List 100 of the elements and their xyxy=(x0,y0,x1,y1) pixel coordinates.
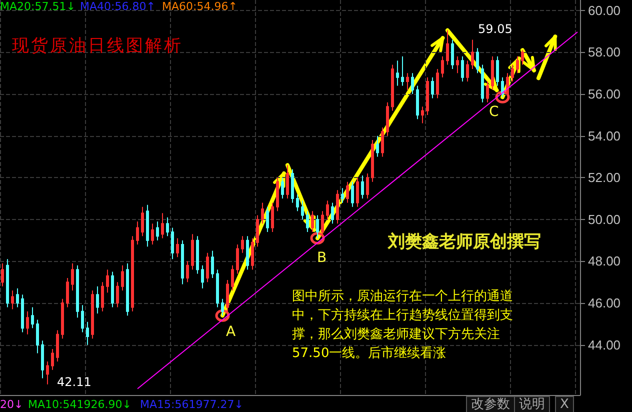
candlestick xyxy=(326,200,329,220)
y-tick-label: 44.00 xyxy=(588,337,621,352)
candlestick xyxy=(291,168,294,204)
candlestick xyxy=(281,177,284,200)
candlestick xyxy=(406,72,409,90)
candlestick xyxy=(396,60,399,86)
candlestick xyxy=(211,250,214,278)
candlestick xyxy=(516,56,519,74)
annotation: MA60:54.96↑ xyxy=(162,0,238,14)
candlestick xyxy=(206,252,209,283)
candlestick xyxy=(356,177,359,208)
candlestick xyxy=(296,194,299,212)
candlestick xyxy=(416,85,419,120)
y-tick-label: 58.00 xyxy=(588,44,621,60)
candlestick xyxy=(121,264,124,292)
candlestick xyxy=(191,234,194,270)
candlestick xyxy=(401,56,404,86)
candlestick xyxy=(301,200,304,220)
candlestick xyxy=(231,264,234,292)
text: MA15:561977.27↓ xyxy=(140,398,244,412)
candlestick xyxy=(106,269,109,294)
candlestick xyxy=(266,206,269,232)
candlestick xyxy=(136,221,139,246)
candlestick xyxy=(1,262,4,287)
candlestick xyxy=(161,212,164,239)
text: 20↓ xyxy=(0,398,24,412)
candlestick xyxy=(261,202,264,224)
candlestick xyxy=(236,244,239,274)
candlestick xyxy=(321,210,324,237)
annotation: C xyxy=(489,104,499,121)
candlestick xyxy=(306,210,309,232)
candlestick xyxy=(411,72,414,95)
candlestick xyxy=(286,164,289,200)
y-tick-label: 48.00 xyxy=(588,254,621,269)
candlestick xyxy=(116,282,119,308)
candlestick xyxy=(186,260,189,283)
candlestick xyxy=(66,277,69,308)
candlestick xyxy=(11,290,14,310)
candlestick xyxy=(311,210,314,232)
candlestick xyxy=(26,310,29,335)
candlestick xyxy=(91,290,94,340)
candlestick xyxy=(41,340,44,379)
y-tick-label: 52.00 xyxy=(588,170,621,186)
candlestick xyxy=(331,202,334,224)
candlestick xyxy=(71,262,74,292)
candlestick xyxy=(276,177,279,212)
candlestick xyxy=(61,298,64,340)
candlestick xyxy=(381,126,384,158)
candlestick xyxy=(241,236,244,254)
candlestick xyxy=(366,172,369,200)
candlestick xyxy=(51,348,54,370)
candlestick xyxy=(511,64,514,82)
candlestick xyxy=(166,216,169,237)
candlestick xyxy=(56,330,59,362)
annotation: B xyxy=(317,250,327,267)
candlestick xyxy=(446,30,449,66)
candlestick xyxy=(496,56,499,86)
candlestick xyxy=(36,319,39,354)
candlestick xyxy=(76,264,79,318)
y-tick-label: 46.00 xyxy=(588,296,621,311)
candlestick xyxy=(86,321,89,346)
candlestick xyxy=(346,181,349,204)
candlestick xyxy=(151,223,154,246)
candlestick xyxy=(436,68,439,99)
candlestick xyxy=(391,64,394,112)
candlestick xyxy=(111,271,114,308)
annotation: 59.05 xyxy=(478,22,512,36)
y-tick-label: 56.00 xyxy=(588,86,621,102)
candlestick xyxy=(31,306,34,329)
candlestick xyxy=(521,50,524,66)
candlestick xyxy=(196,236,199,274)
candlestick xyxy=(371,140,374,182)
candlestick xyxy=(451,39,454,70)
text: MA10:541926.90↓ xyxy=(28,398,132,412)
candlestick xyxy=(431,76,434,99)
candlestick xyxy=(216,269,219,308)
candlestick xyxy=(421,106,424,124)
annotation: 42.11 xyxy=(57,375,92,390)
y-tick-label: 60.00 xyxy=(588,2,621,18)
candlestick xyxy=(146,204,149,248)
candlestick xyxy=(81,304,84,333)
candlestick xyxy=(131,236,134,312)
candlestick xyxy=(471,39,474,70)
annotation: MA40:56.80↑ xyxy=(80,0,156,14)
candlestick xyxy=(46,361,49,385)
candlestick xyxy=(481,64,484,103)
annotation: A xyxy=(226,324,236,341)
candlestick xyxy=(21,294,24,333)
candlestick xyxy=(246,236,249,270)
candlestick xyxy=(101,282,104,312)
text: X xyxy=(555,396,574,412)
candlestick xyxy=(361,175,364,200)
annotation: MA20:57.51↓ xyxy=(0,0,76,14)
candlestick xyxy=(336,190,339,224)
y-tick-label: 54.00 xyxy=(588,128,621,144)
candlestick xyxy=(476,48,479,74)
candlestick xyxy=(501,76,504,98)
candlestick xyxy=(16,288,19,308)
candlestick xyxy=(486,81,489,103)
candlestick xyxy=(226,280,229,312)
